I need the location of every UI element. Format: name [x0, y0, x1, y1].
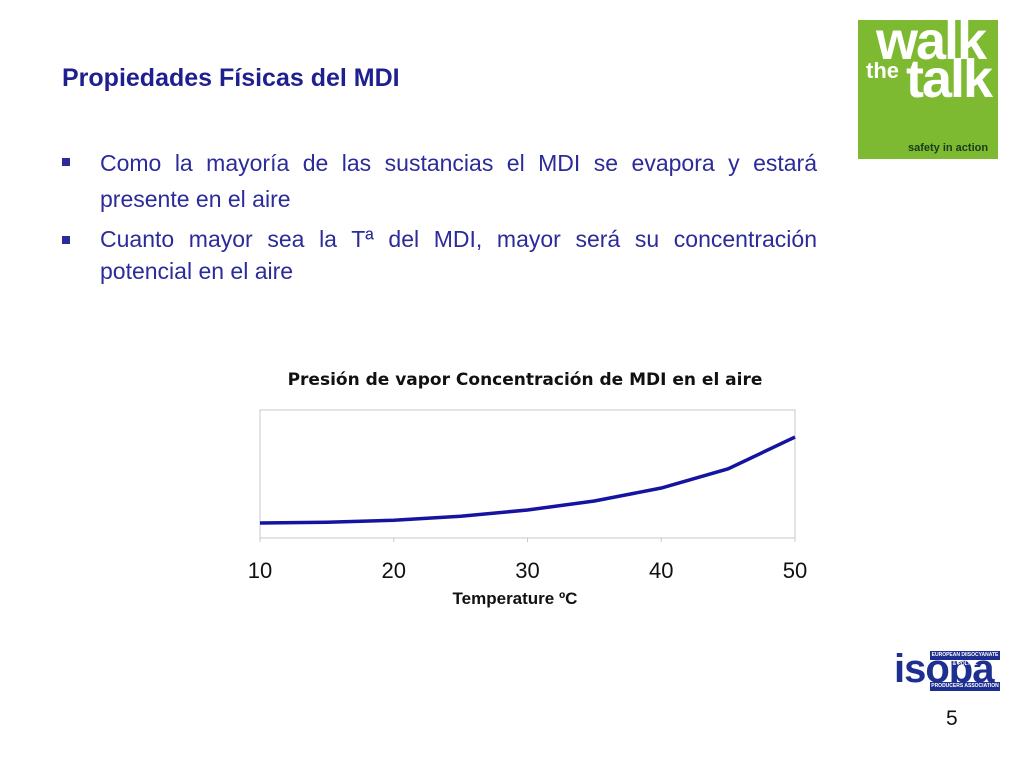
- bullet-list: Como la mayoría de las sustancias el MDI…: [62, 145, 817, 287]
- bullet-item: Como la mayoría de las sustancias el MDI…: [62, 145, 817, 217]
- logo-word-walk: walk: [876, 20, 987, 71]
- slide-title: Propiedades Físicas del MDI: [62, 64, 400, 92]
- isopa-line2: PRODUCERS ASSOCIATION: [931, 683, 999, 689]
- x-tick-label: 40: [649, 558, 673, 583]
- bullet-item: Cuanto mayor sea la Tª del MDI, mayor se…: [62, 223, 817, 287]
- chart-title: Presión de vapor Concentración de MDI en…: [287, 370, 763, 390]
- logo-word-talk: talk: [906, 49, 993, 109]
- logo-tagline: safety in action: [908, 142, 989, 154]
- walk-the-talk-logo: walk the talk safety in action: [858, 20, 998, 159]
- bullet-text: Cuanto mayor sea la Tª del MDI, mayor se…: [100, 226, 817, 284]
- x-axis-label: Temperature ºC: [452, 589, 578, 608]
- square-bullet-icon: [62, 236, 70, 244]
- isopa-logo: isopa EUROPEAN DIISOCYANATE & POLYOL PRO…: [894, 646, 1000, 692]
- x-tick-label: 20: [382, 558, 406, 583]
- x-tick-label: 10: [248, 558, 272, 583]
- square-bullet-icon: [62, 158, 70, 166]
- page-number: 5: [946, 707, 958, 730]
- isopa-line1: EUROPEAN DIISOCYANATE & POLYOL: [931, 652, 999, 667]
- series-line: [259, 435, 796, 525]
- vapor-pressure-chart: 10 20 30 40 50: [248, 409, 807, 583]
- x-tick-label: 30: [515, 558, 539, 583]
- logo-word-the: the: [866, 58, 899, 83]
- x-axis-ticks: 10 20 30 40 50: [248, 538, 807, 583]
- isopa-band-top: EUROPEAN DIISOCYANATE & POLYOL: [930, 651, 1000, 667]
- x-tick-label: 50: [783, 558, 807, 583]
- bullet-text: Como la mayoría de las sustancias el MDI…: [100, 150, 817, 212]
- isopa-band-bottom: PRODUCERS ASSOCIATION: [930, 682, 1000, 691]
